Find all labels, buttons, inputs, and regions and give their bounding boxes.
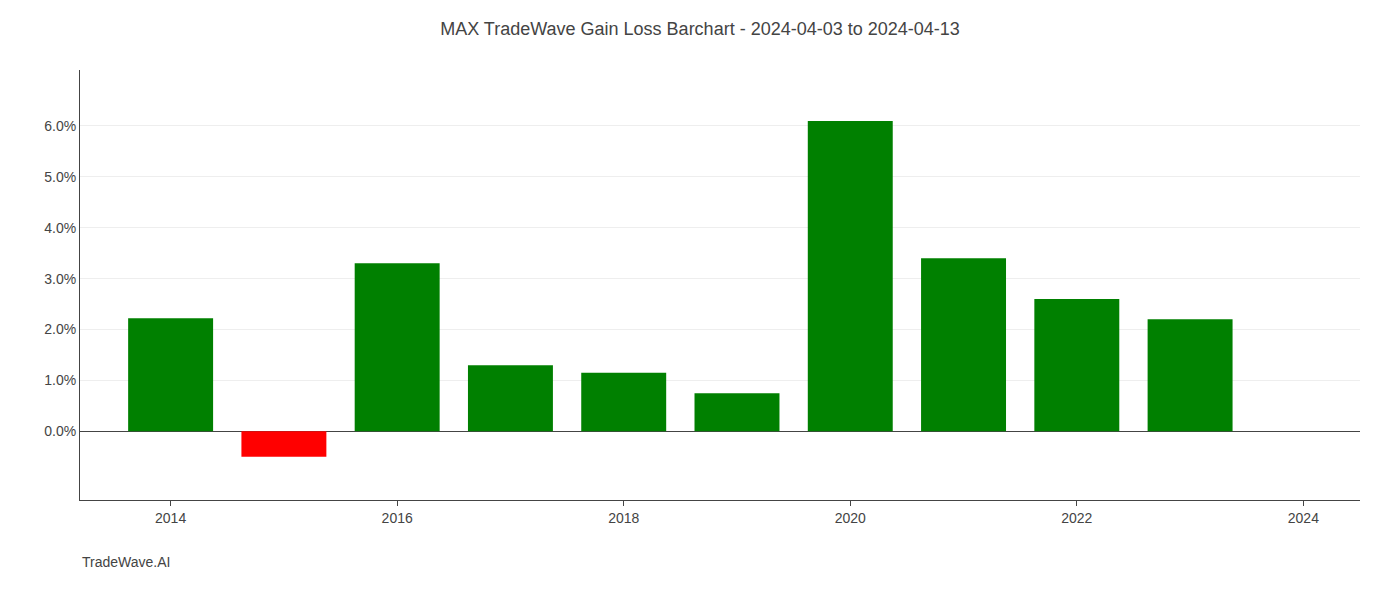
svg-text:5.0%: 5.0% [44, 169, 76, 185]
svg-text:2016: 2016 [382, 510, 413, 526]
svg-text:2014: 2014 [155, 510, 186, 526]
svg-text:MAX TradeWave Gain Loss Barcha: MAX TradeWave Gain Loss Barchart - 2024-… [440, 19, 960, 39]
svg-text:4.0%: 4.0% [44, 220, 76, 236]
svg-text:2020: 2020 [835, 510, 866, 526]
svg-text:2.0%: 2.0% [44, 321, 76, 337]
svg-text:2024: 2024 [1288, 510, 1319, 526]
svg-text:2018: 2018 [608, 510, 639, 526]
svg-text:2022: 2022 [1061, 510, 1092, 526]
svg-text:3.0%: 3.0% [44, 271, 76, 287]
svg-text:1.0%: 1.0% [44, 372, 76, 388]
svg-text:TradeWave.AI: TradeWave.AI [82, 554, 170, 570]
svg-text:0.0%: 0.0% [44, 423, 76, 439]
svg-text:6.0%: 6.0% [44, 118, 76, 134]
